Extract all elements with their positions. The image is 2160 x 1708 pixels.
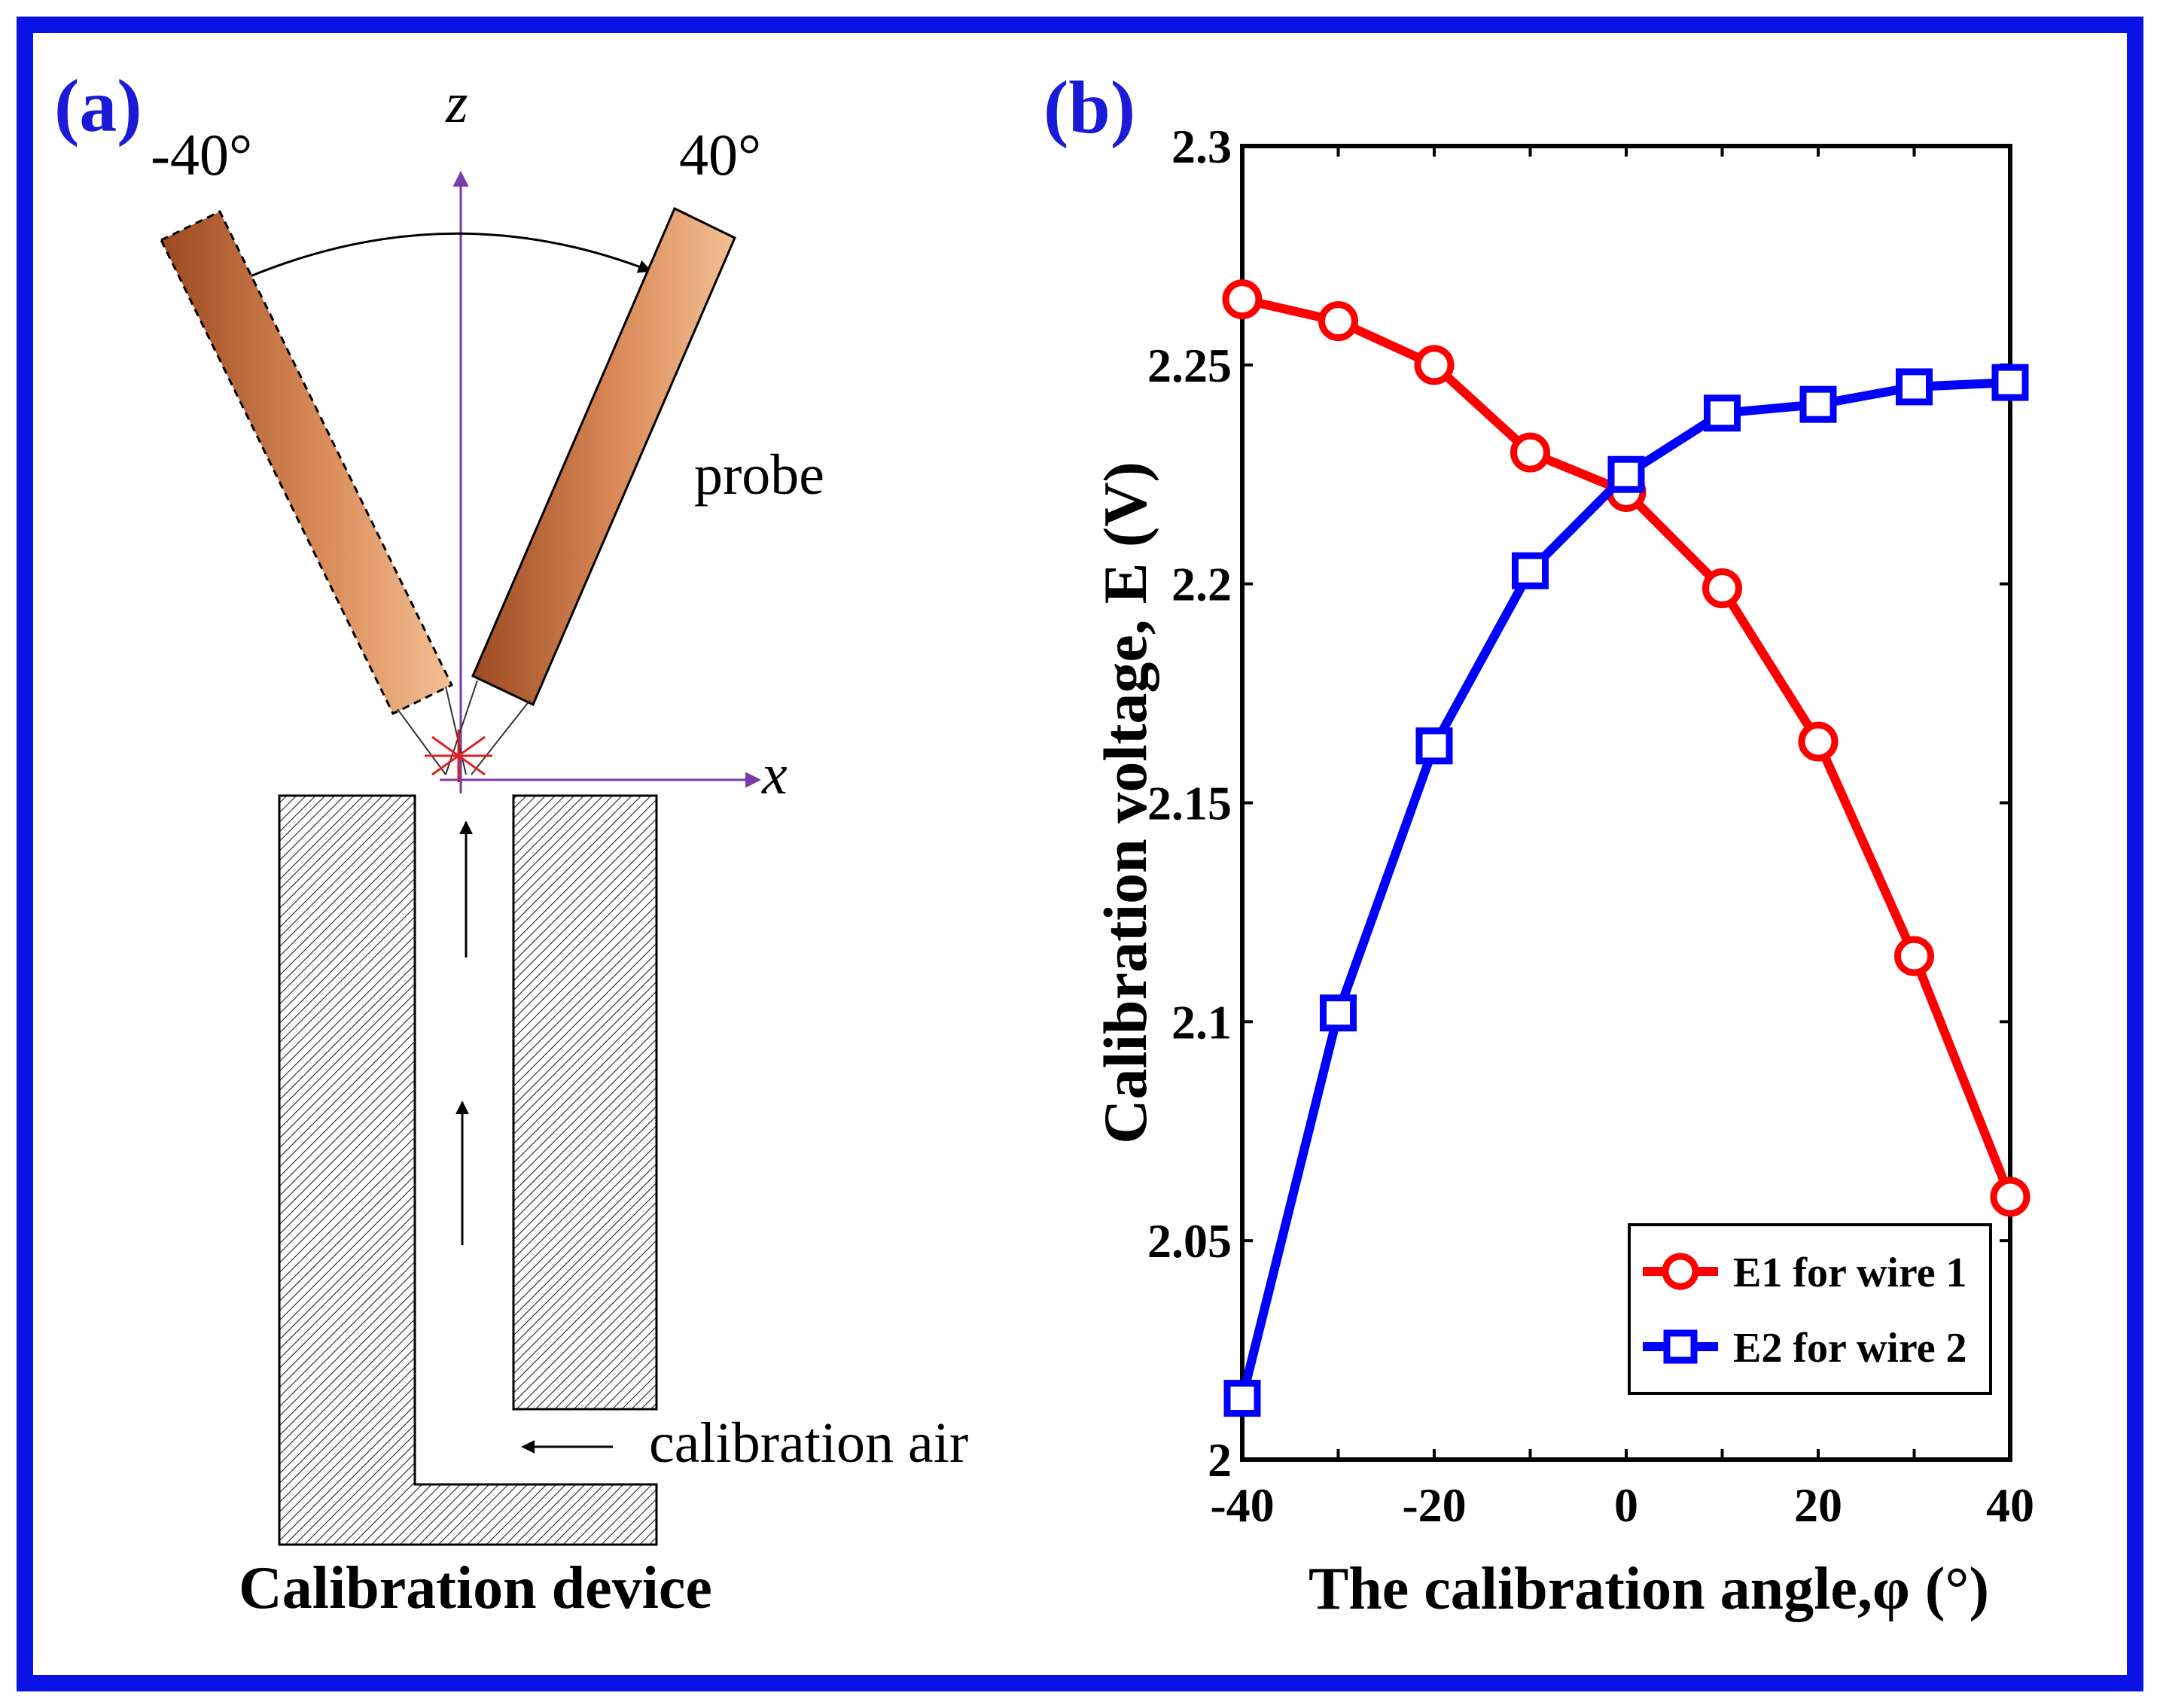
y-tick-label: 2 (1208, 1433, 1232, 1487)
e2-point (1320, 994, 1357, 1032)
x-tick-label: 40 (1986, 1478, 2034, 1532)
y-tick-label: 2.1 (1171, 995, 1232, 1049)
e2-point (1223, 1380, 1261, 1417)
e1-point (1990, 1177, 2031, 1217)
legend-marker-2 (1663, 1329, 1698, 1364)
hot-wire-sensor (425, 729, 492, 782)
e1-point (1702, 568, 1742, 608)
z-axis-label: z (445, 72, 468, 135)
probe-right (471, 206, 736, 707)
e2-point (1607, 455, 1645, 493)
x-tick-label: 20 (1794, 1478, 1842, 1532)
x-tick-label: 0 (1614, 1478, 1638, 1532)
e2-point (1512, 552, 1549, 589)
e1-point (1414, 345, 1455, 385)
x-axis-title: The calibration angle,φ (°) (1308, 1556, 1989, 1622)
e2-point (1896, 368, 1933, 406)
calibration-device (278, 794, 658, 1546)
e1-point (1318, 301, 1358, 342)
e1-point (1510, 432, 1550, 473)
angle-left-label: -40° (151, 122, 252, 187)
probe-left (159, 209, 454, 716)
x-tick-label: -20 (1402, 1478, 1466, 1532)
panel-b: (b) -40 -20 0 20 40 2 2.05 2.1 2.15 2.2 2.25 2.3 The… (1043, 65, 2034, 1622)
figure-canvas: (a) -40° 40° z x probe (54, 64, 2034, 1622)
angle-right-label: 40° (679, 122, 761, 187)
x-axis-label: x (761, 743, 788, 806)
legend-label-1: E1 for wire 1 (1733, 1250, 1967, 1296)
device-label: Calibration device (239, 1555, 712, 1621)
calibration-chart: -40 -20 0 20 40 2 2.05 2.1 2.15 2.2 2.25 2.3 The cal… (1091, 120, 2034, 1622)
e2-point (1799, 385, 1837, 423)
figure-frame: (a) -40° 40° z x probe (17, 17, 2143, 1691)
series-line-1 (1241, 294, 2015, 1199)
panel-a: (a) -40° 40° z x probe (54, 64, 968, 1621)
legend-marker-1 (1662, 1253, 1699, 1290)
e2-point (1991, 364, 2029, 401)
y-tick-label: 2.25 (1147, 339, 1232, 392)
x-tick-label: -40 (1210, 1478, 1274, 1532)
y-tick-label: 2.2 (1171, 558, 1232, 611)
y-axis-title: Calibration voltage, E (V) (1091, 461, 1159, 1143)
legend-label-2: E2 for wire 2 (1733, 1325, 1967, 1372)
probe-label: probe (694, 443, 824, 507)
panel-b-label: (b) (1043, 65, 1135, 149)
y-tick-label: 2.05 (1147, 1214, 1232, 1268)
e2-point (1704, 394, 1741, 432)
y-tick-label: 2.3 (1171, 120, 1232, 173)
calibration-air-label: calibration air (649, 1411, 968, 1475)
e1-point (1222, 279, 1263, 320)
y-tick-label: 2.15 (1147, 777, 1232, 830)
e1-point (1798, 721, 1839, 762)
e1-point (1894, 936, 1934, 976)
legend-box (1628, 1223, 1992, 1395)
e2-point (1415, 727, 1453, 765)
swing-arc-arrow (236, 232, 652, 283)
panel-a-label: (a) (54, 64, 142, 148)
